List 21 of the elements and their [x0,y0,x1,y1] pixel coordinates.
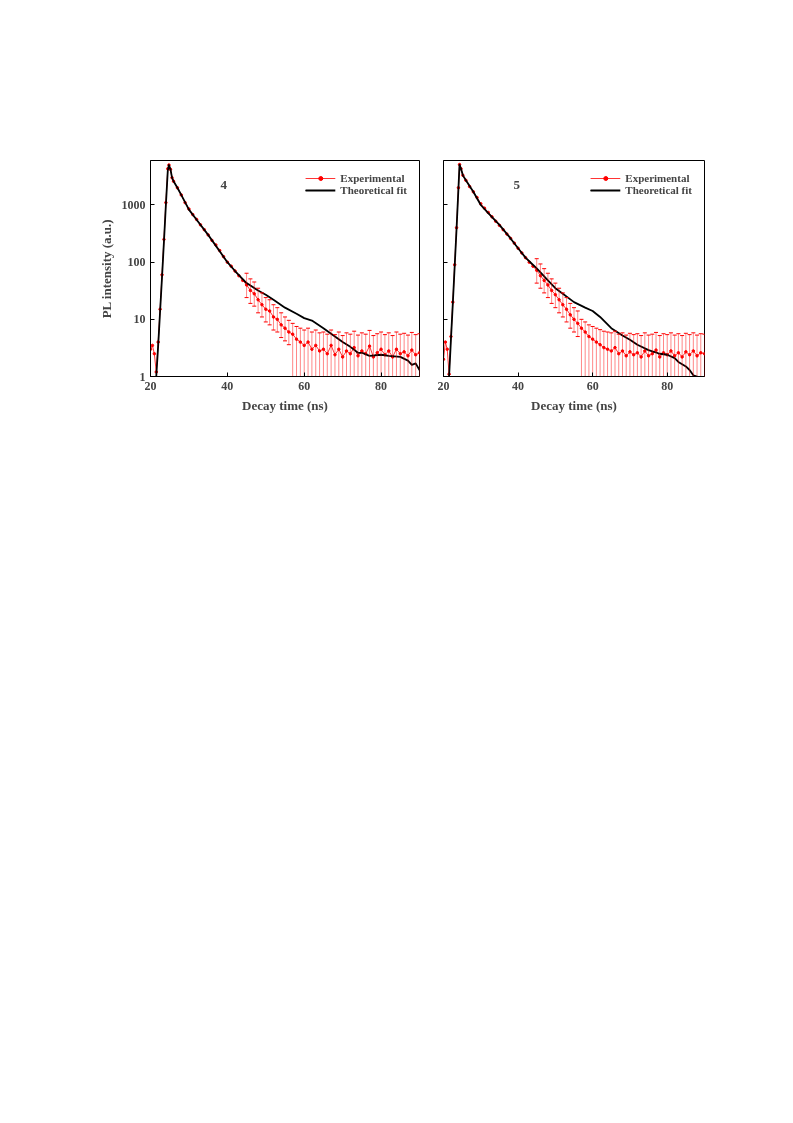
legend-label: Experimental [625,172,690,184]
x-tick-label: 20 [144,378,157,393]
x-tick-label: 80 [375,378,388,393]
y-tick-label: 10 [133,312,146,327]
y-tick-label: 1000 [121,197,146,212]
x-tick-label: 40 [512,378,525,393]
x-tick-label: 60 [298,378,311,393]
legend-label: Experimental [340,172,405,184]
y-tick-label: 1 [139,369,146,384]
x-axis-title: Decay time (ns) [531,397,617,413]
y-tick-label: 100 [127,255,146,270]
x-axis-title: Decay time (ns) [242,397,328,413]
x-tick-label: 20 [437,378,450,393]
legend-label: Theoretical fit [625,184,692,196]
legend-label: Theoretical fit [340,184,407,196]
x-tick-label: 60 [586,378,599,393]
x-tick-label: 40 [221,378,234,393]
y-axis-title: PL intensity (a.u.) [98,219,114,319]
x-tick-label: 80 [661,378,674,393]
annotation: 5 [513,176,521,192]
annotation: 4 [220,176,228,192]
